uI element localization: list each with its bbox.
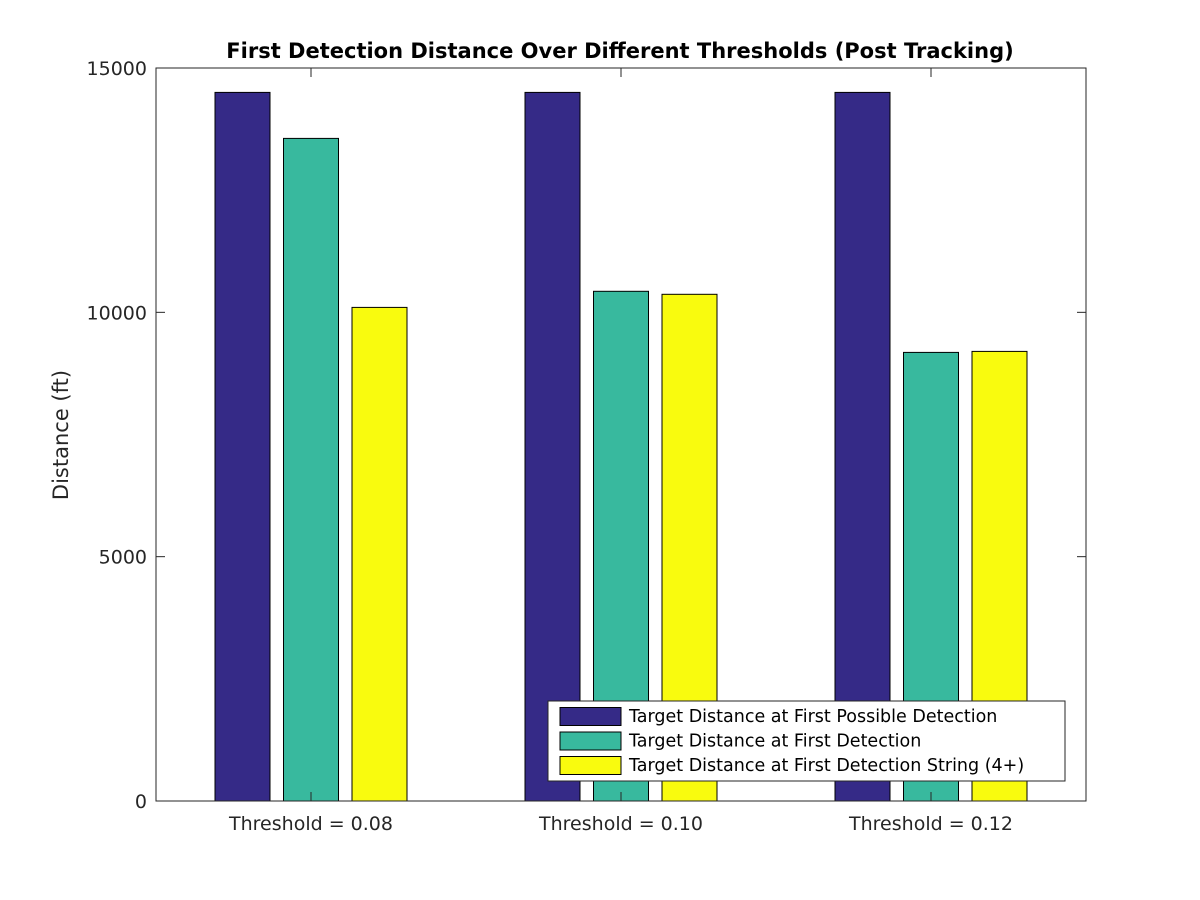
y-tick-label: 15000 (87, 58, 147, 80)
bar-series-1-category-1 (214, 91, 271, 802)
legend-swatch-2 (559, 731, 622, 751)
legend-label-3: Target Distance at First Detection Strin… (628, 756, 1024, 776)
legend-swatch-3 (559, 756, 622, 775)
x-tick-label: Threshold = 0.10 (538, 813, 703, 835)
legend-label-1: Target Distance at First Possible Detect… (628, 707, 997, 727)
bar-series-3-category-1 (351, 306, 408, 802)
x-tick-label: Threshold = 0.08 (228, 813, 393, 835)
bars-layer (214, 91, 1028, 802)
y-tick-label: 0 (135, 791, 147, 813)
y-tick-labels: 0 5000 10000 15000 (87, 58, 147, 813)
y-axis-label: Distance (ft) (49, 370, 73, 500)
legend: Target Distance at First Possible Detect… (547, 700, 1066, 782)
y-tick-label: 10000 (87, 302, 147, 324)
y-tick-label: 5000 (99, 547, 147, 569)
bar-series-1-category-2 (524, 91, 581, 802)
x-tick-label: Threshold = 0.12 (848, 813, 1013, 835)
axis-ticks (156, 67, 1086, 802)
bar-series-2-category-1 (283, 137, 339, 802)
chart-title: First Detection Distance Over Different … (226, 39, 1013, 63)
x-tick-labels: Threshold = 0.08 Threshold = 0.10 Threshol… (228, 813, 1013, 835)
legend-swatch-1 (559, 707, 622, 726)
bar-series-1-category-3 (834, 91, 891, 802)
legend-box (547, 700, 1066, 782)
legend-label-2: Target Distance at First Detection (628, 732, 921, 752)
